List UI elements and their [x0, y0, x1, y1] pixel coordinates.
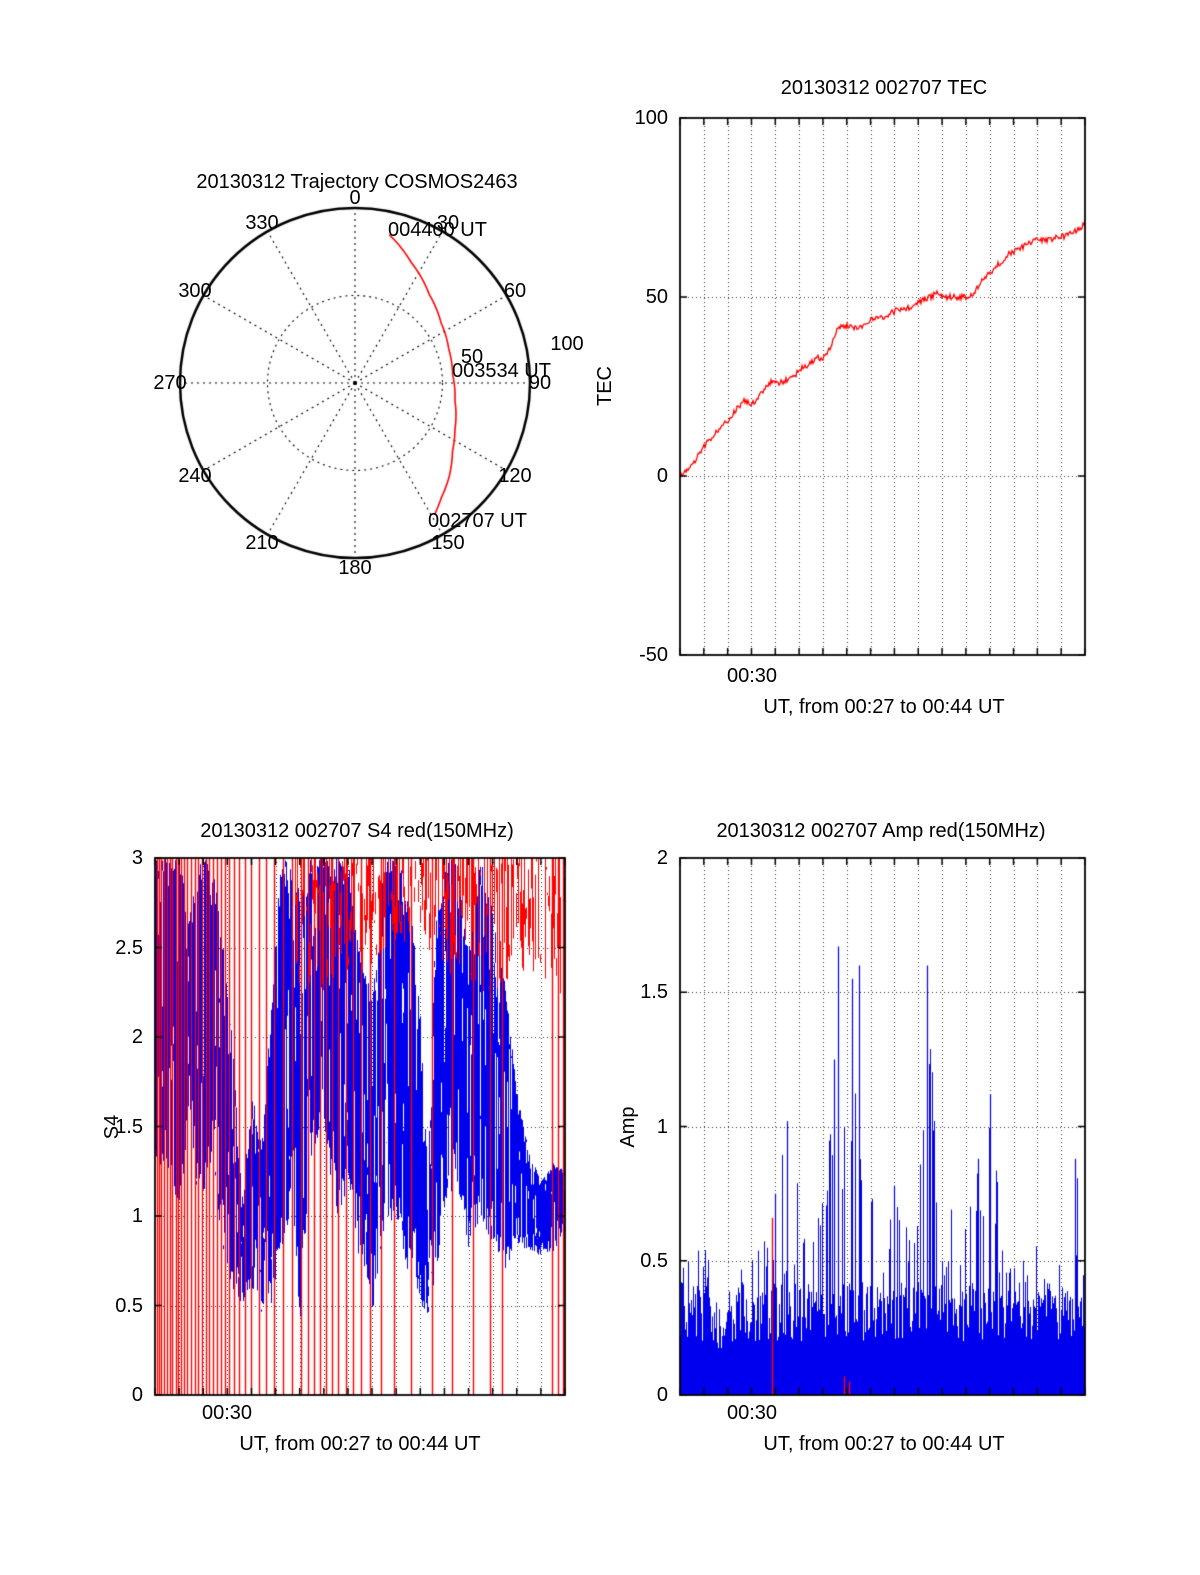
polar-azimuth-label: 120 [498, 465, 532, 487]
s4-ytick-label: 0.5 [115, 1295, 143, 1317]
polar-radial-label: 100 [550, 333, 584, 355]
amp-y-axis-label: Amp [617, 1106, 639, 1148]
s4-ytick-label: 3 [131, 847, 143, 869]
polar-azimuth-label: 90 [528, 372, 552, 394]
tec-title: 20130312 002707 TEC [780, 77, 988, 99]
polar-title: 20130312 Trajectory COSMOS2463 [196, 171, 518, 193]
tec-ytick-label: 100 [634, 107, 668, 129]
tec-xtick-label: 00:30 [726, 665, 778, 687]
s4-x-axis-label: UT, from 00:27 to 00:44 UT [239, 1433, 481, 1455]
s4-ytick-label: 2.5 [115, 937, 143, 959]
trajectory-time-annotation: 004400 UT [388, 219, 487, 241]
tec-ytick-label: 50 [645, 286, 668, 308]
s4-ytick-label: 1 [131, 1205, 143, 1227]
polar-azimuth-label: 270 [153, 372, 187, 394]
polar-azimuth-label: 60 [503, 280, 527, 302]
s4-ytick-label: 2 [131, 1026, 143, 1048]
tec-y-axis-label: TEC [594, 366, 616, 406]
polar-azimuth-label: 300 [178, 280, 212, 302]
tec-x-axis-label: UT, from 00:27 to 00:44 UT [763, 696, 1005, 718]
s4-ytick-label: 1.5 [115, 1116, 143, 1138]
polar-azimuth-label: 150 [431, 532, 465, 554]
s4-title: 20130312 002707 S4 red(150MHz) [200, 820, 514, 842]
tec-ytick-label: -50 [639, 644, 668, 666]
trajectory-time-annotation: 002707 UT [428, 510, 527, 532]
polar-azimuth-label: 330 [245, 212, 279, 234]
polar-radial-label: 50 [460, 346, 484, 368]
s4-ytick-label: 0 [131, 1384, 143, 1406]
polar-azimuth-label: 30 [436, 212, 460, 234]
tec-ytick-label: 0 [656, 465, 668, 487]
polar-azimuth-label: 0 [349, 187, 361, 209]
amp-ytick-label: 0 [656, 1384, 668, 1406]
amp-x-axis-label: UT, from 00:27 to 00:44 UT [763, 1433, 1005, 1455]
polar-azimuth-label: 240 [178, 465, 212, 487]
amp-xtick-label: 00:30 [726, 1402, 778, 1424]
s4-xtick-label: 00:30 [201, 1402, 253, 1424]
polar-azimuth-label: 210 [245, 532, 279, 554]
amp-title: 20130312 002707 Amp red(150MHz) [716, 820, 1046, 842]
trajectory-time-annotation: 003534 UT [452, 360, 551, 382]
s4-y-axis-label: S4 [101, 1114, 123, 1140]
amp-ytick-label: 1 [656, 1116, 668, 1138]
polar-azimuth-label: 180 [338, 557, 372, 579]
amp-ytick-label: 2 [656, 847, 668, 869]
amp-ytick-label: 1.5 [640, 981, 668, 1003]
amp-ytick-label: 0.5 [640, 1250, 668, 1272]
